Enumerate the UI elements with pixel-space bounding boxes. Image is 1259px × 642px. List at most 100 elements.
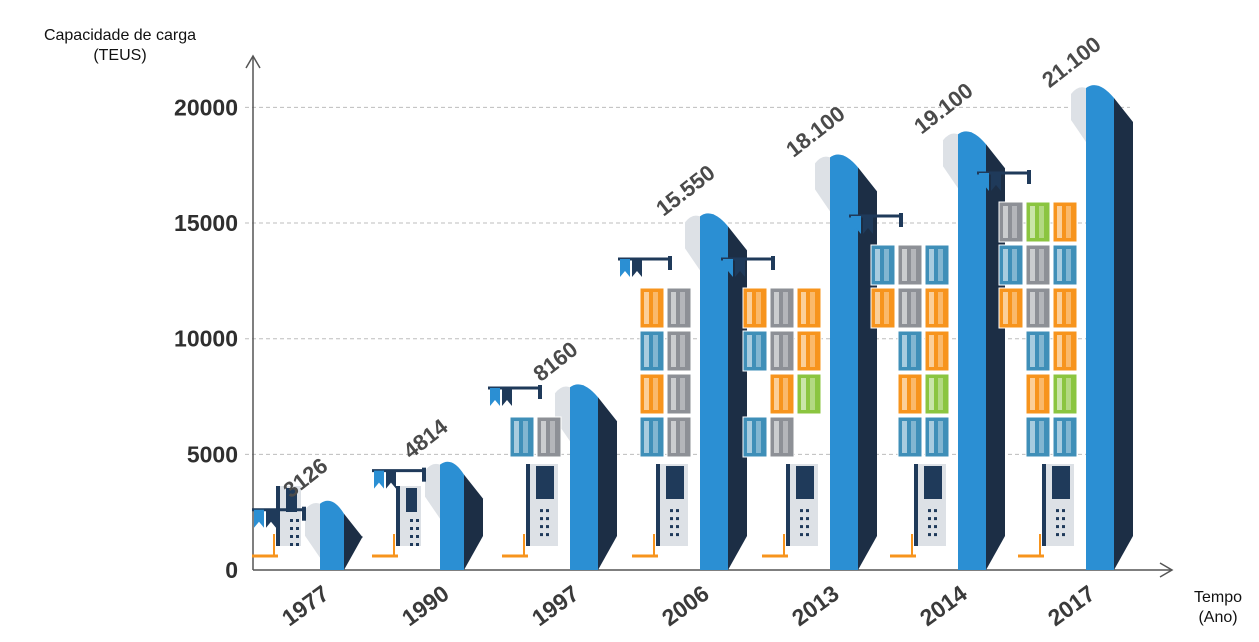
porthole <box>928 509 931 513</box>
cargo-container <box>924 287 950 329</box>
cargo-container-stripe <box>1030 292 1035 324</box>
cargo-container-stripe <box>671 335 676 367</box>
cargo-container-stripe <box>1039 335 1044 367</box>
porthole <box>934 509 937 513</box>
porthole <box>670 517 673 521</box>
cargo-container-stripe <box>1003 206 1008 238</box>
porthole <box>670 533 673 537</box>
porthole <box>1062 517 1065 521</box>
cargo-container-stripe <box>884 292 889 324</box>
cargo-container-stripe <box>680 335 685 367</box>
cargo-container-stripe <box>756 335 761 367</box>
porthole <box>670 525 673 529</box>
ship-bar: 15.550 2006 <box>618 160 747 631</box>
porthole <box>416 543 419 546</box>
porthole <box>296 535 299 538</box>
cargo-container-stripe <box>1030 206 1035 238</box>
cargo-container-stripe <box>653 421 658 453</box>
cargo-container-stripe <box>902 378 907 410</box>
flag <box>254 509 264 528</box>
data-label: 4814 <box>398 413 453 463</box>
cargo-container-stripe <box>1057 335 1062 367</box>
cargo-container-stripe <box>1012 206 1017 238</box>
porthole <box>1062 533 1065 537</box>
x-axis-title-line1: Tempo <box>1193 589 1243 606</box>
cargo-container-stripe <box>810 292 815 324</box>
cargo-container <box>536 416 562 458</box>
cargo-container-stripe <box>747 292 752 324</box>
cargo-container-stripe <box>875 249 880 281</box>
flag <box>620 259 630 277</box>
cargo-container-stripe <box>783 292 788 324</box>
cargo-container <box>1025 244 1051 286</box>
porthole <box>800 533 803 537</box>
x-axis-title: Tempo (Ano) <box>1180 588 1256 628</box>
cargo-container <box>639 373 665 415</box>
porthole <box>928 533 931 537</box>
flag <box>991 173 1001 191</box>
flag <box>502 388 512 406</box>
porthole <box>290 543 293 546</box>
cargo-container-stripe <box>1066 292 1071 324</box>
porthole <box>410 519 413 522</box>
cargo-container-stripe <box>541 421 546 453</box>
cargo-container <box>742 330 768 372</box>
ship-bar: 21.100 2017 <box>977 31 1133 631</box>
cargo-container-stripe <box>1039 378 1044 410</box>
mast-post <box>668 256 672 270</box>
ship-bar: 4814 1990 <box>372 413 483 631</box>
cargo-container-stripe <box>680 421 685 453</box>
cargo-container-stripe <box>774 378 779 410</box>
cargo-container-stripe <box>1066 206 1071 238</box>
flag <box>723 259 733 277</box>
porthole <box>800 509 803 513</box>
cargo-container <box>924 416 950 458</box>
flag <box>979 173 989 191</box>
cargo-container-stripe <box>875 292 880 324</box>
porthole <box>806 509 809 513</box>
ship-hull-side <box>1114 97 1133 570</box>
cargo-container-stripe <box>1030 378 1035 410</box>
cargo-container-stripe <box>884 249 889 281</box>
deck-house-window <box>666 466 684 499</box>
cargo-container <box>1025 287 1051 329</box>
cargo-container-stripe <box>911 292 916 324</box>
cargo-container <box>924 373 950 415</box>
cargo-container-stripe <box>1012 292 1017 324</box>
cargo-container-stripe <box>1039 292 1044 324</box>
cargo-container-stripe <box>1039 249 1044 281</box>
cargo-container-stripe <box>1003 249 1008 281</box>
ship-hull <box>320 500 344 570</box>
cargo-container-stripe <box>774 421 779 453</box>
deck-house-edge <box>786 464 790 546</box>
cargo-container-stripe <box>1039 421 1044 453</box>
cargo-container <box>870 244 896 286</box>
ship-hull <box>440 461 464 570</box>
cargo-container-stripe <box>1057 249 1062 281</box>
cargo-container-stripe <box>671 292 676 324</box>
porthole <box>806 533 809 537</box>
cargo-container-stripe <box>911 335 916 367</box>
porthole <box>546 517 549 521</box>
porthole <box>290 527 293 530</box>
mast-post <box>771 256 775 270</box>
cargo-container <box>639 416 665 458</box>
cargo-container-stripe <box>783 421 788 453</box>
cargo-container <box>897 416 923 458</box>
cargo-container-stripe <box>911 249 916 281</box>
cargo-container-stripe <box>1057 292 1062 324</box>
porthole <box>540 517 543 521</box>
cargo-container-stripe <box>902 335 907 367</box>
cargo-container <box>924 244 950 286</box>
cargo-container-stripe <box>671 421 676 453</box>
cargo-container-stripe <box>801 335 806 367</box>
cargo-container-stripe <box>902 249 907 281</box>
cargo-container-stripe <box>938 249 943 281</box>
ship-bow-deck <box>943 133 958 189</box>
cargo-container-stripe <box>653 335 658 367</box>
cargo-container <box>897 287 923 329</box>
deck-house-window <box>406 488 417 512</box>
cargo-container-stripe <box>671 378 676 410</box>
x-tick-label: 2017 <box>1043 580 1100 631</box>
